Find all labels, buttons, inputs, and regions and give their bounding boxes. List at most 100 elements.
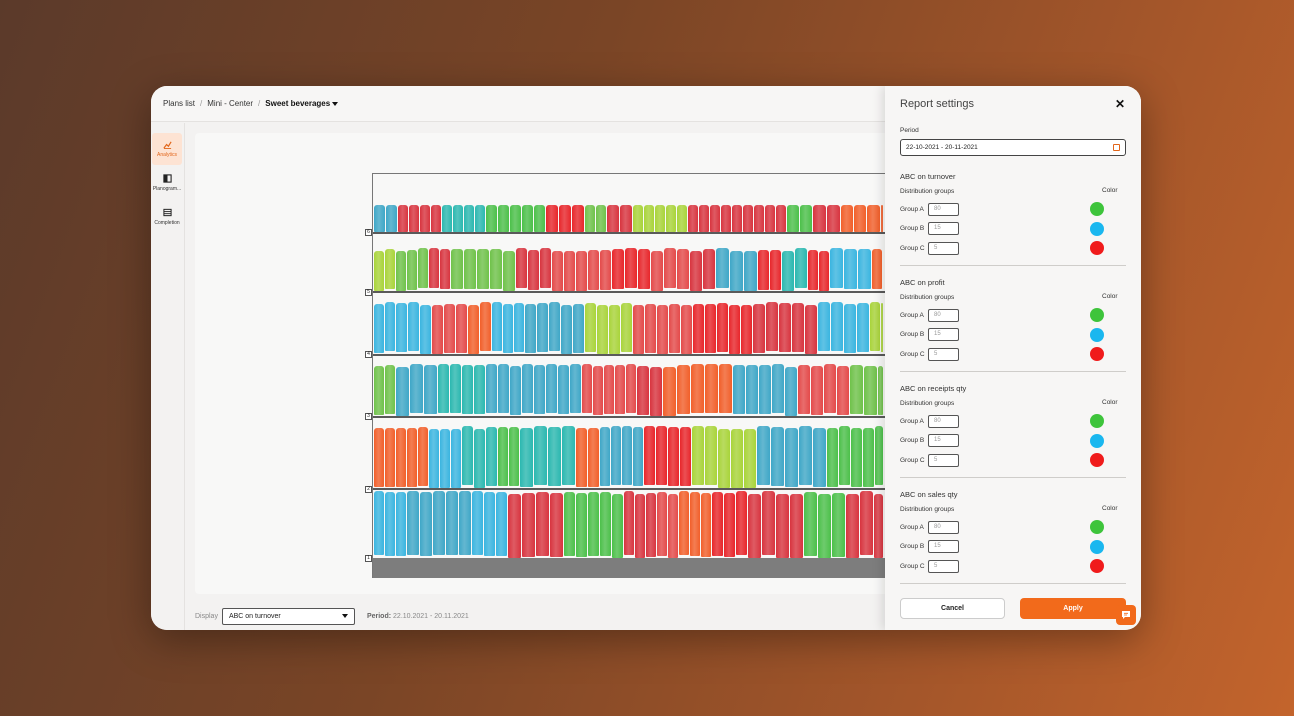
product-facing[interactable]	[609, 305, 620, 354]
product-facing[interactable]	[860, 491, 873, 555]
product-facing[interactable]	[385, 302, 395, 351]
product-facing[interactable]	[477, 249, 489, 289]
product-facing[interactable]	[516, 248, 527, 288]
product-facing[interactable]	[396, 492, 406, 556]
product-facing[interactable]	[456, 304, 467, 353]
product-facing[interactable]	[510, 366, 521, 415]
product-facing[interactable]	[743, 205, 753, 232]
product-facing[interactable]	[633, 427, 643, 486]
group-color-swatch[interactable]	[1090, 453, 1104, 467]
product-facing[interactable]	[431, 205, 441, 232]
product-facing[interactable]	[762, 491, 775, 555]
product-facing[interactable]	[536, 492, 549, 556]
product-facing[interactable]	[385, 428, 395, 487]
product-facing[interactable]	[881, 205, 883, 232]
product-facing[interactable]	[681, 305, 692, 354]
product-facing[interactable]	[451, 429, 461, 488]
product-facing[interactable]	[854, 205, 866, 232]
product-facing[interactable]	[705, 364, 718, 413]
product-facing[interactable]	[839, 426, 850, 485]
product-facing[interactable]	[677, 205, 687, 232]
product-facing[interactable]	[588, 250, 599, 290]
product-facing[interactable]	[564, 251, 575, 291]
product-facing[interactable]	[385, 365, 395, 414]
product-facing[interactable]	[765, 205, 775, 232]
product-facing[interactable]	[615, 365, 625, 414]
product-facing[interactable]	[770, 250, 781, 290]
product-facing[interactable]	[444, 304, 455, 353]
product-facing[interactable]	[374, 428, 384, 487]
product-facing[interactable]	[424, 365, 437, 414]
product-facing[interactable]	[621, 303, 632, 352]
product-facing[interactable]	[496, 492, 507, 556]
product-facing[interactable]	[550, 493, 563, 557]
product-facing[interactable]	[637, 366, 649, 415]
product-facing[interactable]	[475, 205, 485, 232]
product-facing[interactable]	[718, 429, 730, 488]
product-facing[interactable]	[677, 365, 690, 414]
product-facing[interactable]	[645, 304, 656, 353]
product-facing[interactable]	[808, 250, 818, 290]
product-facing[interactable]	[585, 205, 595, 232]
product-facing[interactable]	[824, 364, 836, 413]
product-facing[interactable]	[818, 302, 830, 351]
product-facing[interactable]	[564, 492, 575, 556]
product-facing[interactable]	[593, 366, 603, 415]
product-facing[interactable]	[881, 303, 883, 352]
product-facing[interactable]	[440, 429, 450, 488]
product-facing[interactable]	[736, 491, 747, 555]
product-facing[interactable]	[486, 364, 497, 413]
product-facing[interactable]	[398, 205, 408, 232]
product-facing[interactable]	[679, 491, 689, 555]
product-facing[interactable]	[832, 493, 845, 557]
product-facing[interactable]	[644, 426, 655, 485]
product-facing[interactable]	[534, 365, 545, 414]
product-facing[interactable]	[846, 494, 859, 558]
group-color-swatch[interactable]	[1090, 433, 1104, 448]
product-facing[interactable]	[625, 248, 637, 288]
product-facing[interactable]	[374, 304, 384, 353]
group-color-swatch[interactable]	[1090, 539, 1104, 554]
product-facing[interactable]	[585, 303, 596, 352]
product-facing[interactable]	[588, 492, 599, 556]
product-facing[interactable]	[548, 427, 561, 486]
product-facing[interactable]	[746, 365, 758, 414]
group-percent-input[interactable]: 15	[928, 434, 959, 447]
product-facing[interactable]	[690, 251, 702, 291]
product-facing[interactable]	[597, 305, 608, 354]
product-facing[interactable]	[576, 428, 587, 487]
product-facing[interactable]	[864, 366, 877, 415]
product-facing[interactable]	[546, 205, 558, 232]
group-percent-input[interactable]: 5	[928, 559, 959, 573]
product-facing[interactable]	[669, 304, 680, 353]
product-facing[interactable]	[451, 249, 463, 289]
product-facing[interactable]	[657, 492, 667, 556]
product-facing[interactable]	[612, 494, 623, 558]
product-facing[interactable]	[692, 426, 704, 485]
group-percent-input[interactable]: 15	[928, 540, 959, 553]
product-facing[interactable]	[772, 364, 784, 413]
product-facing[interactable]	[374, 205, 385, 232]
product-facing[interactable]	[646, 493, 656, 557]
product-facing[interactable]	[758, 250, 769, 290]
product-facing[interactable]	[785, 428, 798, 487]
display-select[interactable]: ABC on turnover	[221, 607, 355, 625]
product-facing[interactable]	[693, 304, 704, 353]
period-date-input[interactable]: 22-10-2021 - 20-11-2021	[900, 139, 1126, 156]
product-facing[interactable]	[522, 205, 533, 232]
product-facing[interactable]	[374, 366, 384, 415]
product-facing[interactable]	[525, 304, 536, 353]
cancel-button[interactable]: Cancel	[900, 598, 1005, 619]
product-facing[interactable]	[638, 249, 650, 289]
product-facing[interactable]	[827, 205, 840, 232]
product-facing[interactable]	[408, 302, 419, 351]
group-color-swatch[interactable]	[1090, 520, 1104, 534]
product-facing[interactable]	[510, 205, 521, 232]
product-facing[interactable]	[407, 250, 417, 290]
product-facing[interactable]	[724, 493, 735, 557]
product-facing[interactable]	[804, 492, 817, 556]
product-facing[interactable]	[534, 426, 547, 485]
product-facing[interactable]	[827, 428, 838, 487]
product-facing[interactable]	[572, 205, 584, 232]
product-facing[interactable]	[633, 205, 643, 232]
